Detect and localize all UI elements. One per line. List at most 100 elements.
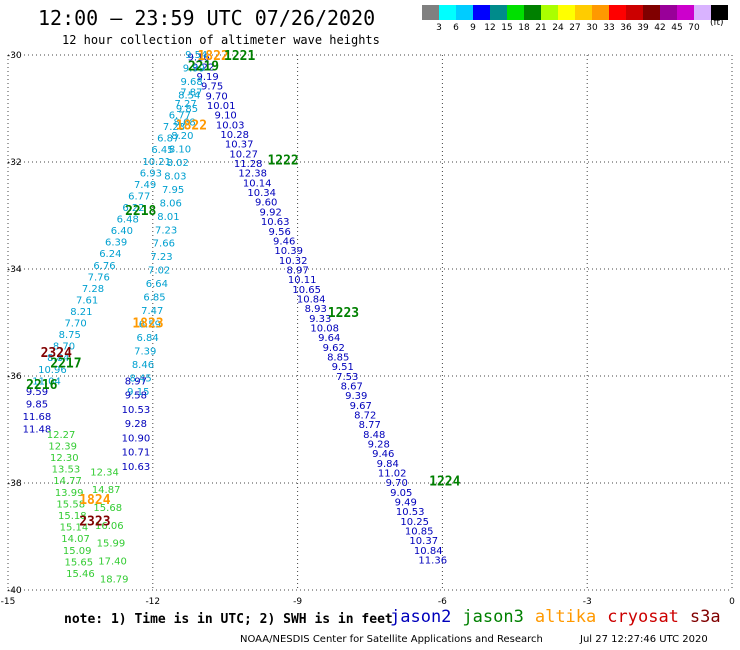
swh-value-label: 9.70 [206, 91, 228, 102]
swh-value-label: 6.77 [128, 191, 150, 202]
swh-value-label: 10.01 [207, 101, 236, 112]
swh-value-label: 10.37 [409, 536, 438, 547]
swh-value-label: 8.84 [47, 353, 69, 364]
swh-value-label: 8.97 [125, 376, 147, 387]
swh-value-label: 6.93 [140, 168, 162, 179]
pass-time-label: 1822 [197, 49, 228, 64]
y-tick-label: -40 [7, 586, 22, 596]
swh-value-label: 10.63 [261, 217, 290, 228]
swh-value-label: 12.38 [238, 169, 267, 180]
legend-swatch [575, 5, 592, 20]
swh-value-label: 6.39 [105, 238, 127, 249]
pass-time-label: 1824 [79, 493, 110, 508]
swh-value-label: 8.97 [287, 265, 309, 276]
swh-value-label: 9.67 [350, 401, 372, 412]
legend-label: 27 [569, 23, 581, 33]
x-tick-label: -12 [145, 597, 160, 607]
legend-label: 18 [518, 23, 530, 33]
swh-value-label: 7.61 [76, 295, 98, 306]
swh-value-label: 9.51 [332, 362, 354, 373]
swh-value-label: 10.65 [292, 285, 321, 296]
legend-label: 39 [637, 23, 649, 33]
swh-value-label: 9.22 [192, 62, 214, 73]
swh-value-label: 10.11 [288, 275, 317, 286]
swh-value-label: 9.59 [26, 387, 48, 398]
pass-time-label: 1224 [429, 474, 460, 489]
swh-value-label: 8.20 [171, 131, 193, 142]
x-tick-label: -3 [583, 597, 592, 607]
swh-value-label: 9.62 [323, 343, 345, 354]
swh-value-label: 18.79 [100, 574, 129, 585]
swh-value-label: 8.67 [341, 381, 363, 392]
swh-value-label: 9.28 [368, 440, 390, 451]
swh-value-label: 6.40 [111, 226, 133, 237]
legend-swatch [558, 5, 575, 20]
x-tick-label: -6 [438, 597, 447, 607]
legend-swatch [694, 5, 711, 20]
swh-value-label: 6.84 [136, 333, 158, 344]
swh-value-label: 7.47 [141, 306, 163, 317]
swh-value-label: 10.34 [247, 188, 276, 199]
swh-value-label: 8.48 [363, 430, 385, 441]
swh-value-label: 8.77 [359, 420, 381, 431]
swh-value-label: 7.23 [163, 122, 185, 133]
swh-value-label: 11.68 [23, 412, 52, 423]
swh-value-label: 7.70 [64, 319, 86, 330]
swh-value-label: 10.96 [38, 365, 67, 376]
swh-value-label: 8.93 [305, 304, 327, 315]
swh-value-label: 10.85 [405, 527, 434, 538]
legend-swatch [609, 5, 626, 20]
legend-label: 12 [484, 23, 496, 33]
swh-value-label: 7.95 [162, 185, 184, 196]
satellite-legend: jason2 jason3 altika cryosat s3a [390, 607, 732, 627]
satellite-legend-item: cryosat [607, 607, 679, 627]
swh-value-label: 12.39 [48, 441, 77, 452]
swh-value-label: 15.09 [63, 546, 92, 557]
swh-value-label: 6.45 [151, 145, 173, 156]
legend-swatch [490, 5, 507, 20]
legend-label: 21 [535, 23, 547, 33]
swh-value-label: 10.90 [122, 433, 151, 444]
swh-value-label: 9.28 [125, 419, 147, 430]
x-tick-label: -15 [1, 597, 16, 607]
swh-value-label: 8.06 [160, 198, 182, 209]
swh-value-label: 9.39 [345, 391, 367, 402]
satellite-legend-item: altika [534, 607, 597, 627]
swh-value-label: 7.27 [174, 99, 196, 110]
footnote: note: 1) Time is in UTC; 2) SWH is in fe… [64, 612, 393, 627]
satellite-legend-item: s3a [689, 607, 721, 627]
swh-value-label: 10.37 [225, 140, 254, 151]
swh-value-label: 9.60 [255, 198, 277, 209]
swh-value-label: 7.39 [134, 347, 156, 358]
map-title: 12:00 – 23:59 UTC 07/26/2020 [38, 6, 376, 30]
swh-value-label: 8.46 [132, 360, 154, 371]
y-tick-label: -34 [7, 265, 22, 275]
swh-value-label: 6.85 [143, 293, 165, 304]
credit-line: NOAA/NESDIS Center for Satellite Applica… [240, 634, 543, 645]
swh-value-label: 10.27 [229, 149, 258, 160]
legend-label: 15 [501, 23, 513, 33]
swh-value-label: 7.66 [153, 239, 175, 250]
swh-value-label: 7.28 [82, 284, 104, 295]
x-tick-label: -9 [293, 597, 302, 607]
swh-value-label: 15.99 [97, 539, 126, 550]
swh-value-label: 8.68 [174, 117, 196, 128]
swh-value-label: 7.76 [88, 272, 110, 283]
legend-label: 70 [688, 23, 700, 33]
swh-value-label: 8.75 [59, 330, 81, 341]
swh-value-label: 6.24 [99, 249, 121, 260]
swh-value-label: 15.68 [93, 503, 122, 514]
swh-value-label: 10.32 [279, 256, 308, 267]
legend-swatch [677, 5, 694, 20]
swh-value-label: 7.53 [336, 372, 358, 383]
swh-value-label: 17.40 [98, 556, 127, 567]
swh-value-label: 9.33 [309, 314, 331, 325]
legend-swatch [422, 5, 439, 20]
swh-value-label: 8.70 [53, 342, 75, 353]
legend-label: 30 [586, 23, 598, 33]
swh-value-label: 9.75 [201, 82, 223, 93]
swh-value-label: 12.27 [47, 430, 76, 441]
legend-swatch [711, 5, 728, 20]
legend-label: 9 [470, 23, 476, 33]
